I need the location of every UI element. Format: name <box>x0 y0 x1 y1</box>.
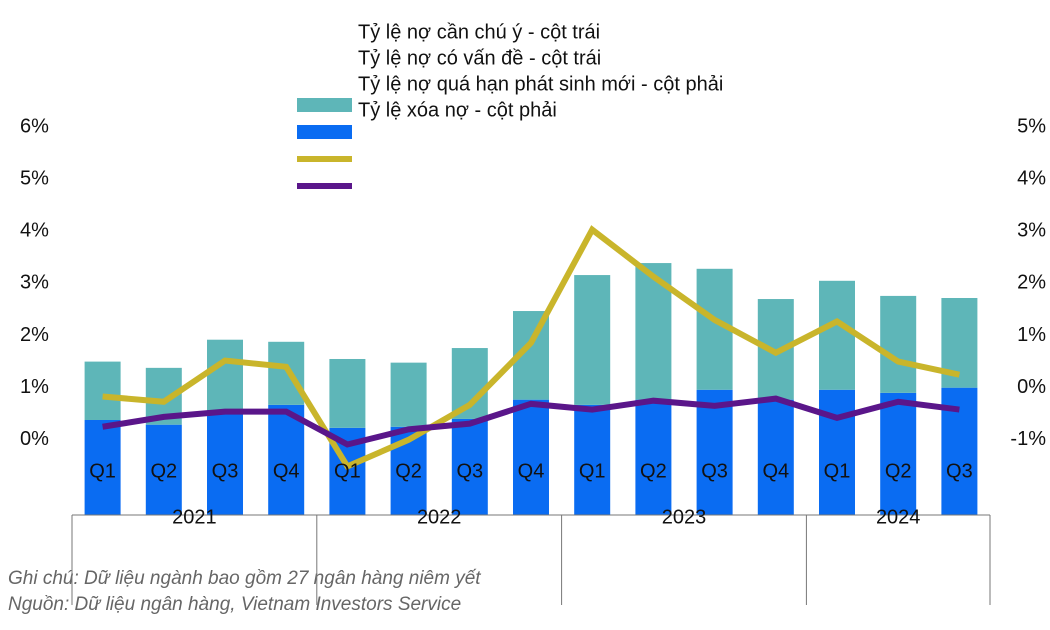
legend-label: Tỷ lệ nợ có vấn đề - cột trái <box>358 47 601 69</box>
line <box>102 395 960 448</box>
x-tick-label: Q3 <box>456 460 483 482</box>
bar-segment <box>757 399 794 515</box>
x-tick-label: Q3 <box>212 460 239 482</box>
bar-segment <box>390 362 427 427</box>
y2-tick-label: 5% <box>1017 115 1046 137</box>
x-tick-label: Q2 <box>640 460 667 482</box>
y-tick-label: 6% <box>20 115 49 137</box>
group-label: 2022 <box>417 506 462 528</box>
bar-segment <box>329 358 366 428</box>
y2-tick-label: 3% <box>1017 220 1046 242</box>
bar-segment <box>451 418 488 515</box>
y2-tick-label: 1% <box>1017 324 1046 346</box>
x-tick-label: Q1 <box>824 460 851 482</box>
y2-tick-label: -1% <box>1010 428 1046 450</box>
x-tick-label: Q2 <box>150 460 177 482</box>
y2-tick-label: 2% <box>1017 272 1046 294</box>
legend-swatch <box>297 98 352 112</box>
legend-swatch <box>297 125 352 139</box>
x-tick-label: Q1 <box>579 460 606 482</box>
bar-segment <box>696 389 733 515</box>
bar-segment <box>145 424 182 515</box>
x-tick-label: Q2 <box>885 460 912 482</box>
x-tick-label: Q2 <box>395 460 422 482</box>
x-tick-label: Q4 <box>273 460 300 482</box>
legend-label: Tỷ lệ xóa nợ - cột phải <box>358 99 557 121</box>
x-tick-label: Q3 <box>946 460 973 482</box>
group-label: 2021 <box>172 506 217 528</box>
bar-segment <box>635 399 672 515</box>
legend-label: Tỷ lệ nợ quá hạn phát sinh mới - cột phả… <box>358 73 723 95</box>
y-tick-label: 4% <box>20 220 49 242</box>
x-tick-label: Q4 <box>762 460 789 482</box>
y-tick-label: 2% <box>20 324 49 346</box>
bar-segment <box>268 341 305 405</box>
y-tick-label: 0% <box>20 428 49 450</box>
note: Nguồn: Dữ liệu ngân hàng, Vietnam Invest… <box>8 594 461 615</box>
note: Ghi chú: Dữ liệu ngành bao gồm 27 ngân h… <box>8 568 481 589</box>
legend-swatch <box>297 156 352 162</box>
bar-segment <box>574 275 611 405</box>
bar-segment <box>268 404 305 515</box>
bar-segment <box>574 404 611 515</box>
bar-segment <box>819 389 855 515</box>
bar-segment <box>880 392 917 515</box>
legend-label: Tỷ lệ nợ cần chú ý - cột trái <box>358 21 600 43</box>
x-tick-label: Q1 <box>334 460 361 482</box>
bar-segment <box>880 295 917 393</box>
legend-swatch <box>297 183 352 189</box>
group-label: 2023 <box>662 506 707 528</box>
y2-tick-label: 4% <box>1017 167 1046 189</box>
x-tick-label: Q4 <box>518 460 545 482</box>
bar-segment <box>819 280 855 390</box>
bar-segment <box>207 410 243 515</box>
y-tick-label: 1% <box>20 376 49 398</box>
group-label: 2024 <box>876 506 921 528</box>
y-tick-label: 3% <box>20 272 49 294</box>
y-tick-label: 5% <box>20 167 49 189</box>
bar-segment <box>513 399 549 515</box>
x-tick-label: Q3 <box>701 460 728 482</box>
y2-tick-label: 0% <box>1017 376 1046 398</box>
bar-segment <box>84 419 121 515</box>
bar-segment <box>84 361 121 420</box>
bar-segment <box>207 339 243 411</box>
x-tick-label: Q1 <box>89 460 116 482</box>
line <box>102 225 961 471</box>
